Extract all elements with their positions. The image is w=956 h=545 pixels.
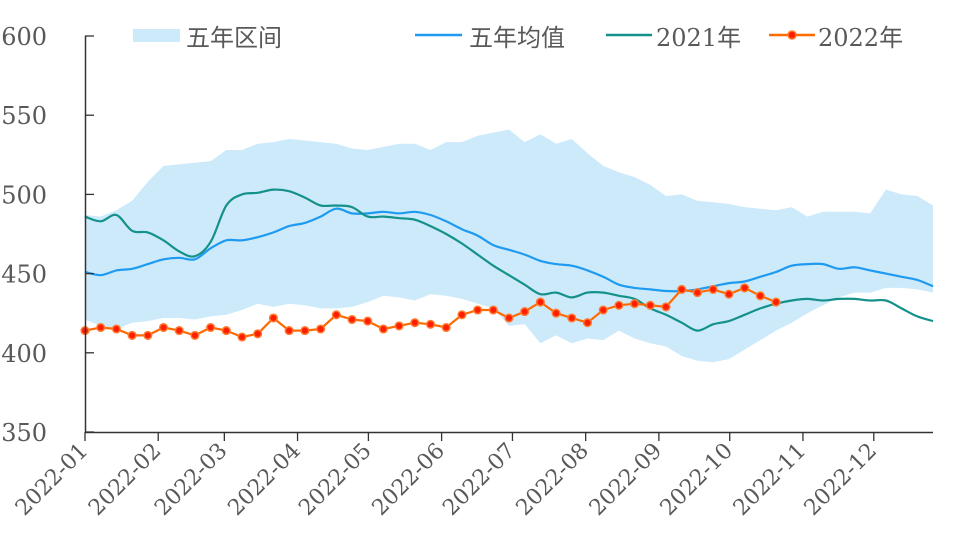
series-markers-2022 <box>80 283 781 342</box>
data-point-2022 <box>158 322 169 333</box>
data-point-2022 <box>174 326 184 336</box>
data-point-2022 <box>111 324 121 334</box>
legend-marker-2022 <box>787 30 797 40</box>
data-point-2022 <box>520 307 530 317</box>
data-point-2022 <box>771 297 781 307</box>
data-point-2022 <box>692 288 702 298</box>
data-point-2022 <box>316 324 326 334</box>
x-tick-label: 2022-12 <box>800 439 882 521</box>
y-tick-label: 600 <box>1 23 47 51</box>
legend: 五年区间 五年均值 2021年 2022年 <box>133 24 903 52</box>
data-point-2022 <box>300 326 310 336</box>
y-tick-label: 500 <box>1 181 47 209</box>
legend-label-mean: 五年均值 <box>469 24 565 52</box>
data-point-2022 <box>582 318 593 328</box>
legend-label-band: 五年区间 <box>186 24 282 52</box>
data-point-2022 <box>504 313 514 323</box>
x-tick-label: 2022-02 <box>84 439 166 521</box>
data-point-2022 <box>206 322 216 333</box>
data-point-2022 <box>488 305 498 315</box>
x-ticks: 2022-012022-022022-032022-042022-052022-… <box>11 432 882 521</box>
data-point-2022 <box>473 305 483 315</box>
x-tick-label: 2022-03 <box>150 439 232 521</box>
data-point-2022 <box>630 299 640 309</box>
data-point-2022 <box>190 330 200 340</box>
data-point-2022 <box>331 310 341 320</box>
data-point-2022 <box>457 310 467 320</box>
data-point-2022 <box>127 330 137 340</box>
legend-label-2022: 2022年 <box>818 24 903 52</box>
y-tick-label: 550 <box>1 102 47 130</box>
data-point-2022 <box>143 330 153 340</box>
x-tick-label: 2022-06 <box>368 439 450 521</box>
data-point-2022 <box>724 289 734 299</box>
data-point-2022 <box>441 322 451 333</box>
data-point-2022 <box>425 319 436 329</box>
data-point-2022 <box>347 314 357 325</box>
y-tick-label: 350 <box>1 419 47 447</box>
x-tick-label: 2022-04 <box>223 439 305 521</box>
data-point-2022 <box>363 316 373 326</box>
data-point-2022 <box>221 326 231 336</box>
y-tick-label: 450 <box>1 261 47 289</box>
data-point-2022 <box>410 318 420 328</box>
data-point-2022 <box>677 284 687 294</box>
data-point-2022 <box>268 313 278 323</box>
y-tick-label: 400 <box>1 340 47 368</box>
data-point-2022 <box>598 305 608 315</box>
data-point-2022 <box>614 300 624 310</box>
x-tick-label: 2022-08 <box>512 439 594 521</box>
x-tick-label: 2022-07 <box>438 439 520 521</box>
data-point-2022 <box>740 283 750 293</box>
data-point-2022 <box>96 322 106 333</box>
data-point-2022 <box>661 302 671 312</box>
series-line-2021 <box>84 188 934 332</box>
data-point-2022 <box>551 308 561 318</box>
x-tick-label: 2022-09 <box>585 439 667 521</box>
data-point-2022 <box>645 300 655 310</box>
series-line-five-year-mean <box>84 207 934 293</box>
data-point-2022 <box>284 326 294 336</box>
plot-area <box>80 129 934 363</box>
legend-label-2021: 2021年 <box>656 24 741 52</box>
x-tick-label: 2022-01 <box>11 439 93 521</box>
x-tick-label: 2022-11 <box>729 439 811 521</box>
data-point-2022 <box>237 332 247 342</box>
x-tick-label: 2022-10 <box>656 439 738 521</box>
data-point-2022 <box>394 321 404 331</box>
data-point-2022 <box>378 324 388 334</box>
legend-swatch-band <box>133 29 180 42</box>
five-year-range-band <box>85 129 933 363</box>
y-ticks: 350 400 450 500 550 600 <box>1 23 94 447</box>
x-tick-label: 2022-05 <box>294 439 376 521</box>
data-point-2022 <box>535 297 545 307</box>
data-point-2022 <box>708 284 718 294</box>
data-point-2022 <box>755 291 765 301</box>
data-point-2022 <box>253 329 263 339</box>
data-point-2022 <box>567 313 577 323</box>
